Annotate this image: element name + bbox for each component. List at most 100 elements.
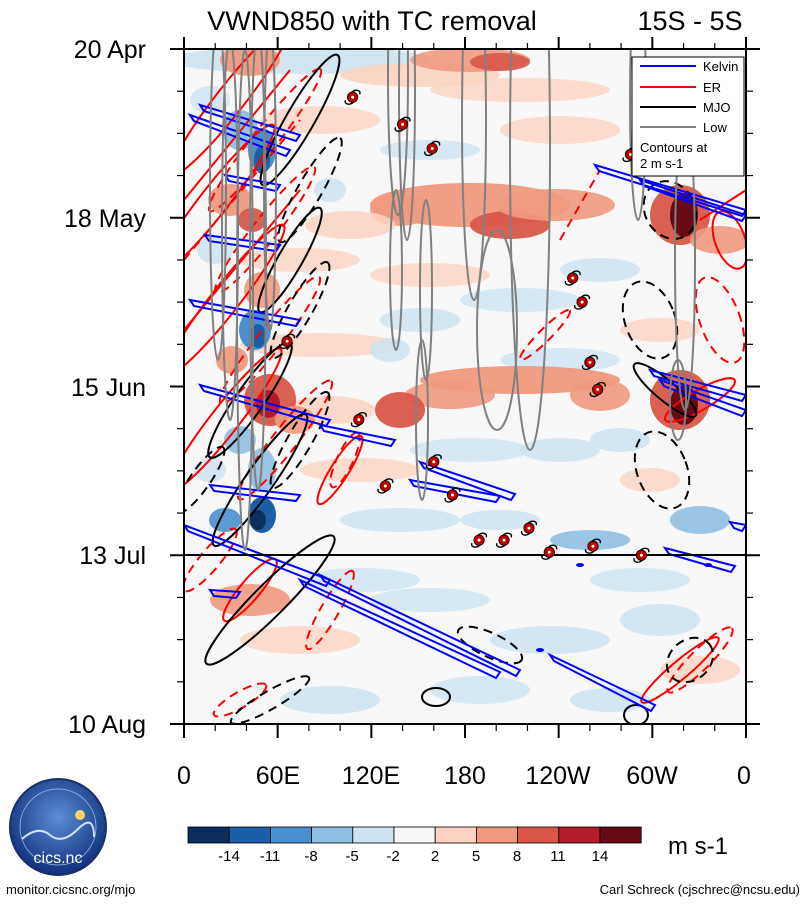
y-tick-label: 20 Apr [74,36,146,64]
shading-patch [550,530,630,550]
shading-patch [490,626,610,654]
contour-negative [184,119,301,261]
legend-note: 2 m s-1 [640,156,683,171]
shading-patch [250,510,266,530]
shading-patch [460,510,540,530]
shading-patch [500,116,620,144]
contour-positive [184,189,301,331]
contour-positive [509,49,551,451]
x-tick-label: 180 [444,762,486,790]
shading-patch [670,506,730,534]
shading-patch [280,686,380,714]
contour-positive [387,49,409,216]
contour-positive [592,163,746,218]
shading-patch [240,626,360,654]
x-tick-label: 120W [525,762,591,790]
colorbar-swatch [352,826,395,844]
contour-positive [187,298,302,328]
x-tick-label: 60E [256,762,300,790]
contour-positive [419,199,433,381]
contour-positive [711,210,746,270]
legend-label-kelvin: Kelvin [703,59,738,74]
legend-label-low: Low [703,120,727,135]
contour-negative [229,675,311,724]
colorbar-units: m s-1 [668,833,728,860]
y-tick-label: 15 Jun [71,374,146,402]
colorbar-swatch [475,826,518,844]
contour-positive [476,229,518,431]
shading-patch [620,468,680,492]
shading-patch [495,189,615,221]
kelvin-dot [704,563,712,567]
contour-positive [316,434,364,506]
contour-positive [259,53,341,187]
shading-patch [560,258,640,282]
colorbar-swatch [228,826,271,844]
colorbar-swatch [269,826,312,844]
contour-negative [456,625,524,665]
chart-title: VWND850 with TC removal [207,6,537,36]
shading-patch [194,458,226,482]
shading-patch [590,428,650,452]
contour-positive [317,423,397,448]
shading-patch [210,584,290,616]
colorbar-swatch [311,826,354,844]
colorbar-swatch [599,826,642,844]
contour-positive [699,189,746,221]
shading-patch [300,458,420,482]
contour-positive [317,572,522,678]
colorbar-label: 11 [550,848,566,865]
contour-positive [187,113,292,158]
contour-positive [407,478,502,504]
contour-positive [297,577,502,680]
contour-positive [415,339,429,501]
chart-subtitle: 15S - 5S [637,6,742,36]
contour-positive [647,368,746,403]
shading-patch [300,568,420,592]
colorbar-label: 8 [513,848,521,865]
contour-positive [184,523,332,588]
logo-text: cics.nc [34,850,83,867]
contour-negative [665,636,715,684]
contour-positive [662,546,737,574]
y-tick-label: 18 May [64,205,146,233]
contour-negative [218,275,322,405]
legend-note: Contours at [640,140,708,155]
shading-patch [370,588,490,612]
contour-negative [184,527,238,593]
colorbar-label: 14 [592,848,609,865]
shading-patch [208,184,252,216]
contour-positive [209,49,227,361]
contour-positive [184,49,291,177]
y-axis: 20 Apr 18 May 15 Jun 13 Jul 10 Aug [64,36,146,739]
shading-patch [670,193,698,237]
shading-patch [470,53,530,71]
contour-positive [207,483,302,503]
contour-positive [204,534,336,666]
colorbar-swatch [558,826,601,844]
contour-negative [277,136,343,244]
contour-negative [184,445,226,515]
shading-patch [520,438,600,462]
colorbar-swatch [434,826,477,844]
shading-patch [690,226,746,254]
axis-ticks [170,37,760,738]
shading-patch [240,333,400,357]
y-tick-label: 10 Aug [68,711,146,739]
contour-positive [623,704,649,724]
contour-positive [389,189,403,351]
contour-positive [421,687,451,707]
colorbar-swatch [187,826,230,844]
contour-negative [666,626,734,694]
legend-label-er: ER [703,80,721,95]
shading-patch [620,604,700,636]
colorbar-label: -2 [386,848,399,865]
contour-positive [637,178,746,223]
colorbar-swatch [517,826,560,844]
footer-website: monitor.cicsnc.org/mjo [6,882,136,897]
shading-patch [370,263,490,287]
contour-positive [727,520,746,533]
footer-credit: Carl Schreck (cjschrec@ncsu.edu) [599,882,800,897]
contour-positive [184,347,283,493]
